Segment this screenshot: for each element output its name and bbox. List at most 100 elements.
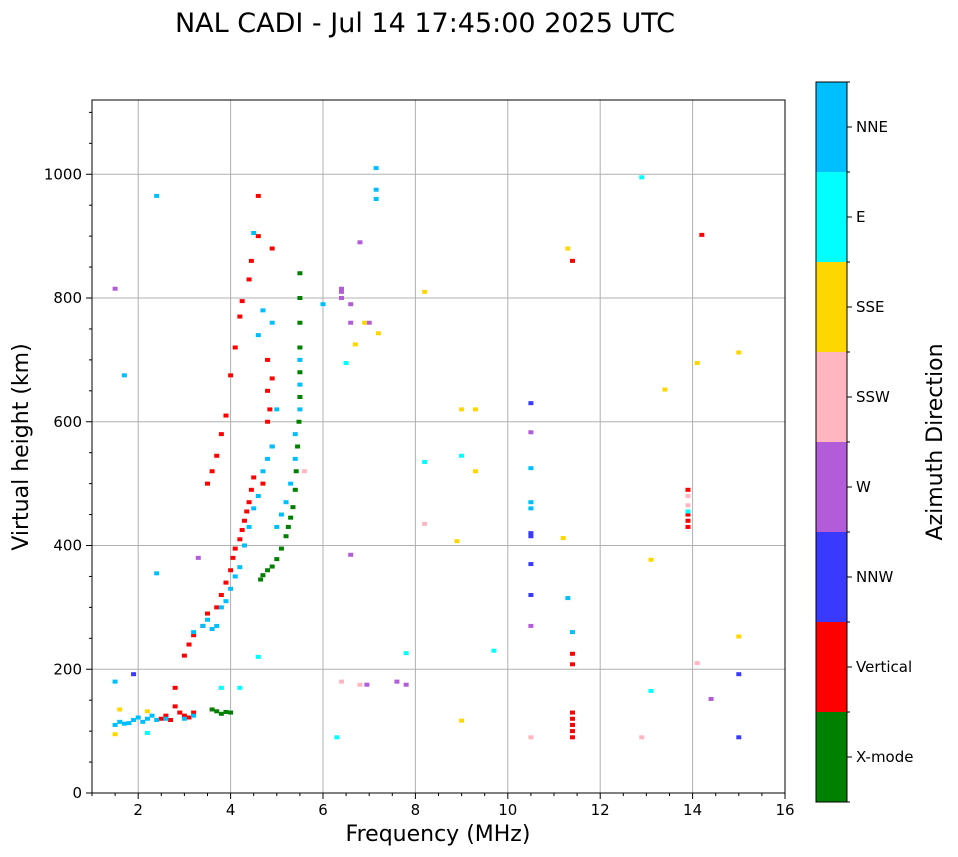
x-tick-label: 8: [411, 801, 421, 819]
point-x-mode: [209, 707, 215, 712]
point-nnw: [528, 534, 534, 539]
point-nne: [209, 627, 215, 632]
point-nnw: [528, 593, 534, 597]
point-nne: [251, 506, 257, 511]
point-nne: [163, 716, 169, 721]
point-x-mode: [297, 271, 303, 276]
colorbar-label-ssw: SSW: [856, 388, 890, 406]
point-vertical: [569, 729, 575, 734]
colorbar-title: Azimuth Direction: [923, 343, 948, 540]
x-tick-label: 2: [133, 801, 143, 819]
point-w: [348, 302, 354, 307]
point-x-mode: [288, 515, 294, 520]
point-sse: [662, 387, 668, 392]
point-vertical: [191, 710, 197, 715]
point-nne: [373, 197, 379, 201]
point-sse: [736, 350, 742, 355]
point-vertical: [228, 373, 234, 378]
point-nnw: [131, 672, 137, 677]
point-sse: [459, 407, 465, 412]
x-axis-ticks: 2 4 6 8 10 12 14 16: [91, 793, 795, 819]
point-w: [348, 320, 354, 325]
point-sse: [454, 539, 460, 544]
point-x-mode: [260, 573, 266, 578]
point-x-mode: [258, 577, 264, 582]
x-tick-label: 6: [318, 801, 328, 819]
point-x-mode: [292, 487, 298, 492]
point-e: [237, 685, 243, 690]
point-x-mode: [297, 320, 303, 325]
colorbar-segment-x-mode: [816, 712, 847, 802]
colorbar-segment-vertical: [816, 622, 847, 712]
point-nne: [251, 231, 257, 236]
point-nne: [528, 500, 534, 505]
point-vertical: [232, 345, 238, 350]
point-w: [338, 289, 344, 294]
x-tick-label: 16: [775, 801, 794, 819]
point-e: [422, 459, 428, 464]
point-sse: [736, 634, 742, 639]
point-vertical: [230, 555, 236, 560]
point-nne: [246, 524, 252, 529]
point-ssw: [694, 661, 700, 666]
point-x-mode: [265, 568, 271, 573]
point-e: [403, 651, 409, 656]
point-sse: [375, 331, 381, 336]
point-e: [218, 685, 224, 690]
x-tick-label: 4: [226, 801, 236, 819]
point-nnw: [528, 531, 534, 536]
point-vertical: [685, 512, 691, 517]
point-nne: [373, 187, 379, 192]
grid: [92, 100, 786, 794]
point-nne: [149, 713, 155, 718]
point-nne: [528, 506, 534, 511]
point-sse: [362, 320, 368, 325]
point-w: [348, 552, 354, 557]
point-ssw: [302, 469, 308, 474]
point-nne: [297, 407, 303, 412]
point-vertical: [158, 716, 164, 721]
point-vertical: [177, 710, 183, 715]
point-nne: [126, 721, 132, 726]
point-ssw: [528, 735, 534, 740]
y-axis-ticks: 0 200 400 600 800 1000: [44, 111, 92, 802]
point-x-mode: [290, 505, 296, 510]
point-nne: [228, 586, 234, 591]
point-sse: [112, 732, 118, 737]
point-nne: [269, 444, 275, 449]
point-nne: [121, 373, 127, 378]
point-vertical: [569, 716, 575, 721]
colorbar-segment-w: [816, 442, 847, 532]
point-nne: [297, 357, 303, 362]
point-vertical: [172, 685, 178, 690]
point-nne: [255, 494, 261, 498]
point-vertical: [186, 642, 192, 647]
point-vertical: [228, 568, 234, 573]
point-nne: [191, 713, 197, 718]
point-vertical: [244, 509, 250, 514]
x-tick-label: 12: [591, 801, 610, 819]
point-nnw: [736, 735, 742, 740]
point-nne: [565, 596, 571, 601]
point-nne: [200, 623, 206, 628]
point-w: [195, 555, 201, 560]
point-vertical: [218, 432, 224, 437]
point-x-mode: [278, 546, 284, 551]
point-nne: [154, 193, 160, 198]
point-vertical: [255, 193, 261, 198]
point-vertical: [246, 277, 252, 282]
point-w: [112, 286, 118, 291]
point-vertical: [209, 469, 215, 474]
point-sse: [144, 709, 150, 714]
point-nne: [269, 320, 275, 325]
point-vertical: [569, 662, 575, 667]
point-vertical: [248, 487, 254, 492]
point-x-mode: [297, 370, 303, 375]
colorbar-label-sse: SSE: [856, 298, 885, 316]
point-nne: [274, 407, 280, 412]
point-ssw: [685, 494, 691, 498]
chart-title: NAL CADI - Jul 14 17:45:00 2025 UTC: [175, 8, 675, 39]
y-axis-title: Virtual height (km): [9, 343, 34, 550]
point-nne: [112, 679, 118, 684]
